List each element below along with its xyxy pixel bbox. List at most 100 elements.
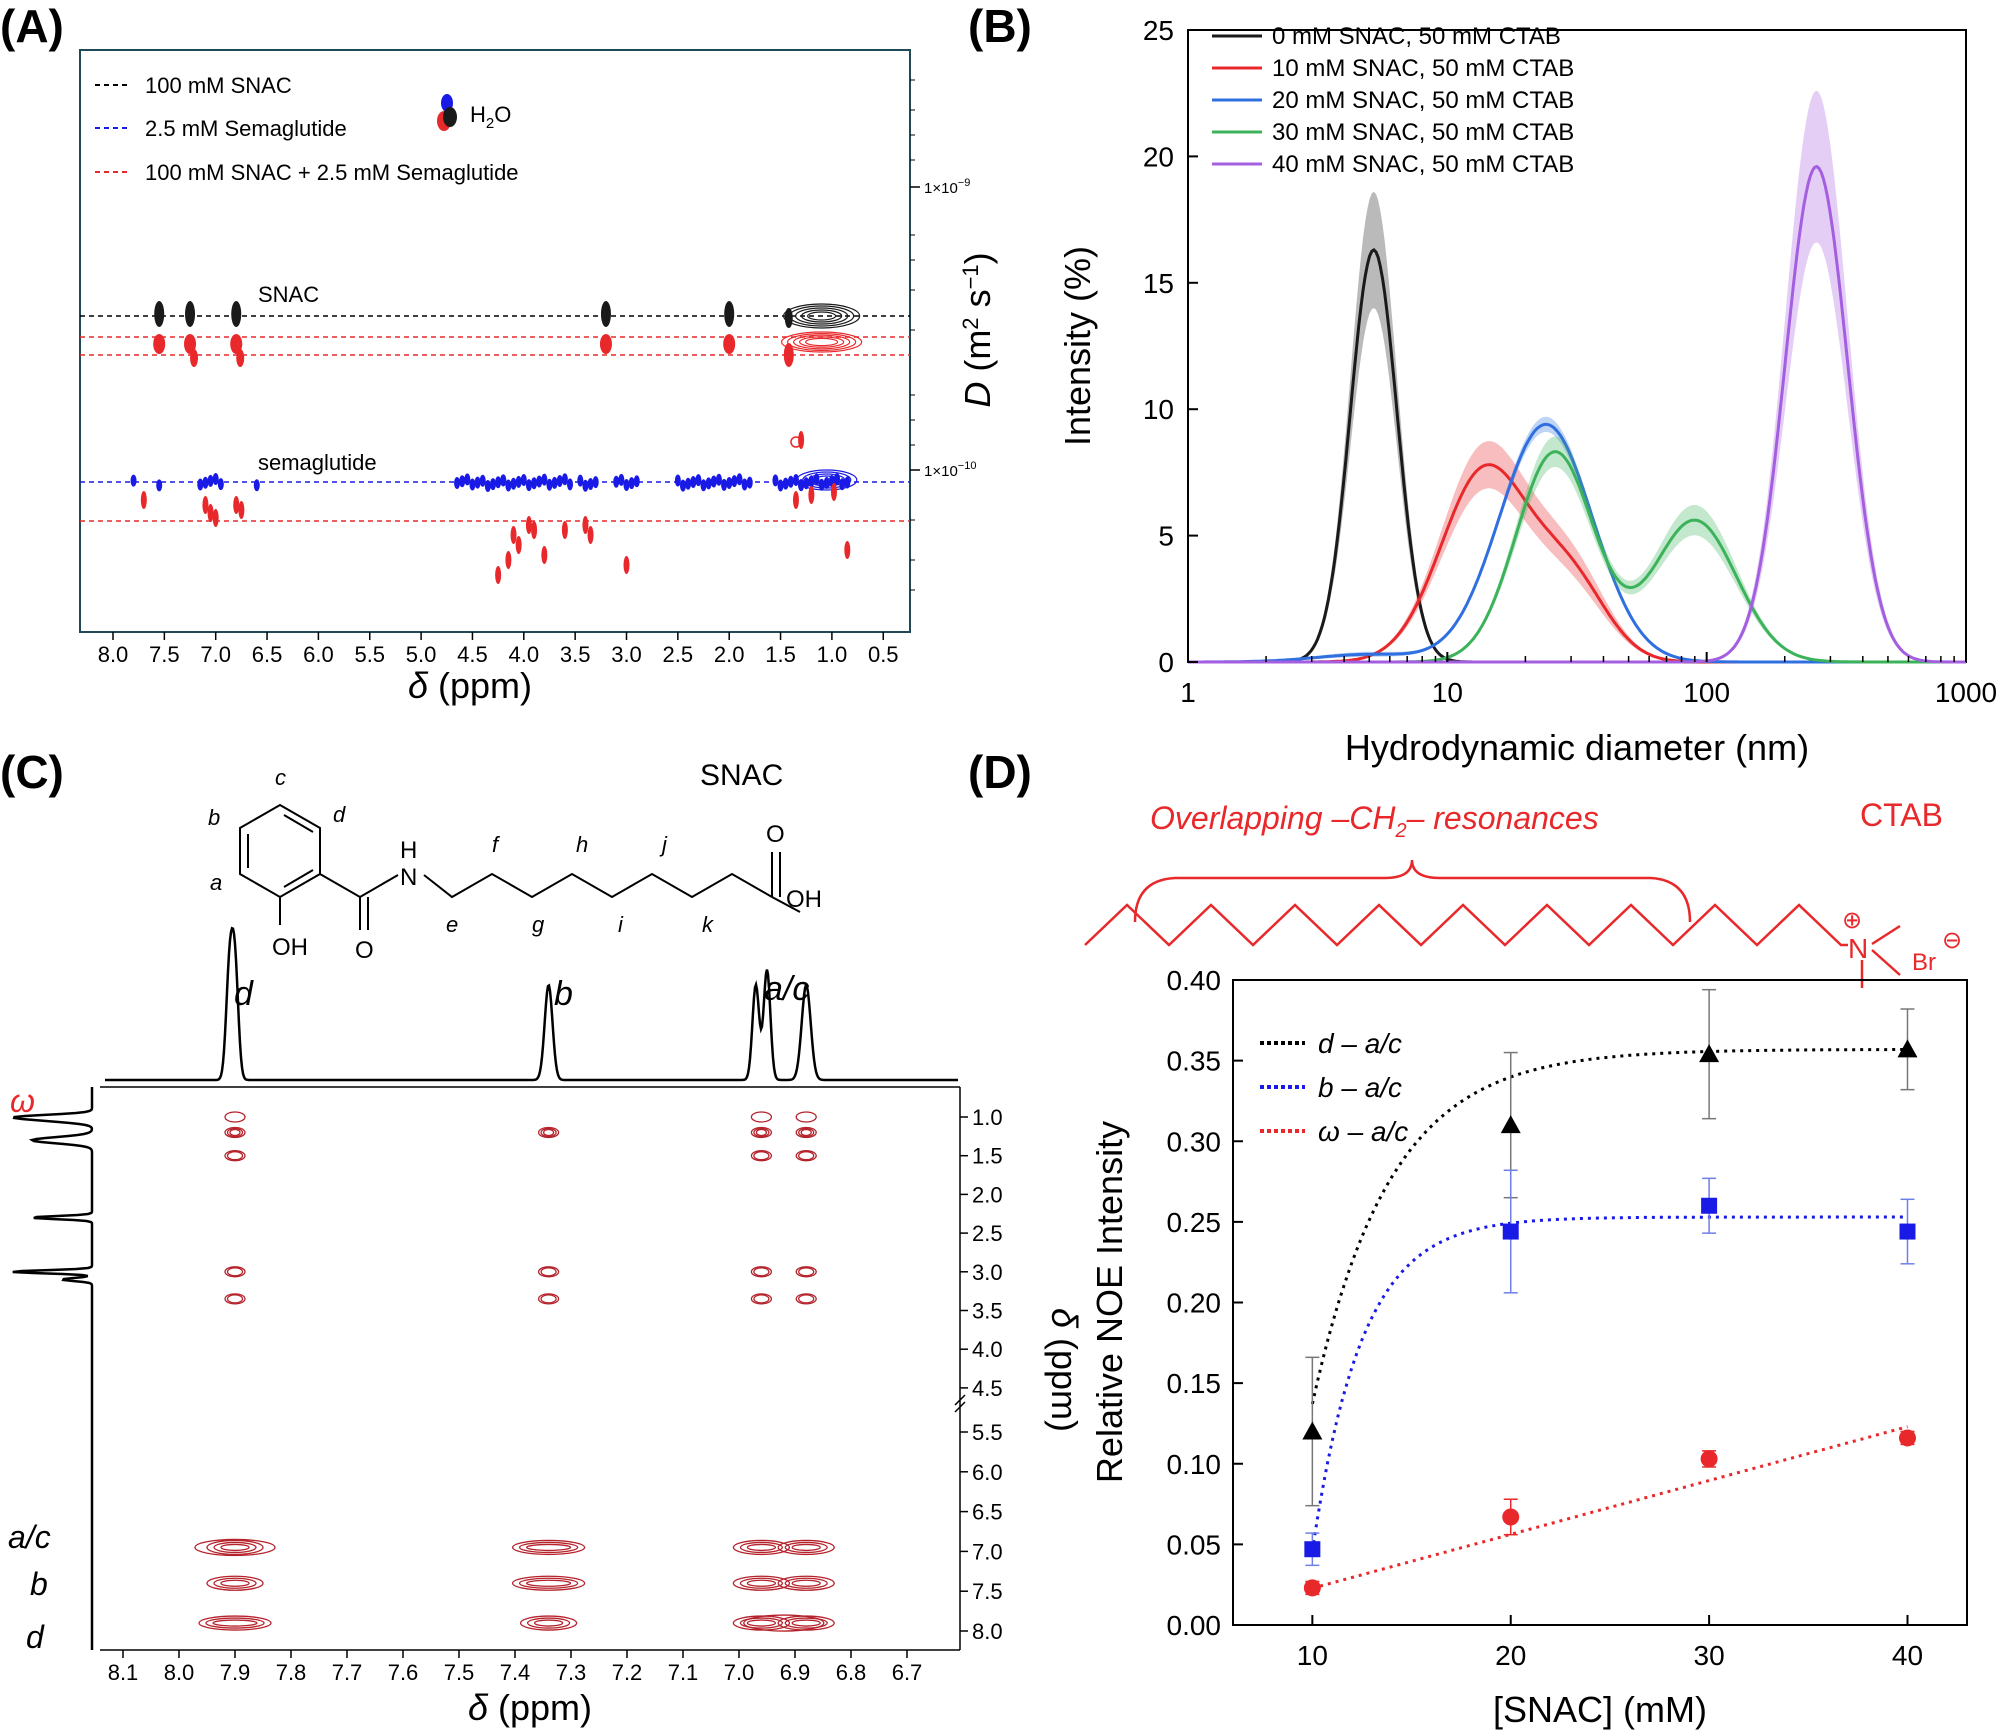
sema-peak	[541, 473, 548, 486]
atom-k: k	[702, 912, 714, 937]
snac-peak	[154, 301, 165, 327]
panel-d-xlabel: [SNAC] (mM)	[1493, 1689, 1707, 1730]
mix-scatter-peak	[792, 491, 799, 509]
noe-cross-peak	[798, 1151, 815, 1161]
c-xtick-label: 7.1	[668, 1660, 699, 1685]
b-ytick-label: 15	[1143, 268, 1174, 299]
panel-b-legend: 0 mM SNAC, 50 mM CTAB 10 mM SNAC, 50 mM C…	[1212, 23, 1574, 178]
noe-cross-peak	[224, 1293, 246, 1305]
snac-structure	[239, 803, 801, 930]
sema-peak	[561, 473, 568, 486]
noe-cross-peak	[750, 1150, 773, 1162]
left-label-b: b	[30, 1566, 48, 1602]
d-xtick-label: 10	[1297, 1640, 1328, 1671]
noe-cross-peak	[213, 1541, 257, 1554]
left-label-d: d	[26, 1619, 45, 1655]
mix-scatter-peak	[830, 483, 837, 501]
d-ytick-label: 0.35	[1167, 1046, 1222, 1077]
dls-band-2	[1188, 416, 1966, 662]
sema-peak	[818, 478, 825, 491]
d-ytick-label: 0.15	[1167, 1368, 1222, 1399]
noe-point-circle	[1303, 1579, 1321, 1597]
noe-cross-peak	[540, 1294, 557, 1304]
d-ytick-label: 0.30	[1167, 1126, 1222, 1157]
mix-scatter-peak	[505, 551, 512, 569]
sema-peak	[495, 476, 502, 489]
mix-peak	[599, 334, 612, 354]
a-xtick-label: 3.5	[560, 642, 591, 667]
dls-line-0	[1188, 247, 1966, 664]
panel-d-axes: 10 20 30 40 0.00 0.05 0.10 0.15 0.20 0.25 0.30 0.35…	[1167, 965, 1924, 1671]
b-xtick-label: 1	[1180, 677, 1196, 708]
panel-b-axes: 1 10 100 1000 0 5 10 15 20 25	[1143, 15, 1997, 708]
noe-cross-peak	[198, 1615, 272, 1631]
noe-cross-peak	[753, 1267, 770, 1277]
noe-cross-peak	[798, 1294, 815, 1304]
ctab-plus: ⊕	[1842, 907, 1862, 934]
noe-cross-peak	[224, 1111, 246, 1123]
sema-peak	[792, 473, 799, 486]
mix-peak-tail	[236, 349, 245, 367]
mix-scatter-peak	[515, 536, 522, 554]
ctab-structure	[1084, 859, 1901, 988]
b-legend-label-0: 0 mM SNAC, 50 mM CTAB	[1272, 23, 1561, 50]
noe-cross-peak	[753, 1127, 770, 1138]
c-ytick-label: 2.0	[972, 1182, 1003, 1207]
b-legend-label-4: 40 mM SNAC, 50 mM CTAB	[1272, 151, 1574, 178]
ring-oh: OH	[272, 934, 308, 961]
snac-molecule-name: SNAC	[700, 759, 783, 792]
d-ytick-label: 0.05	[1167, 1529, 1222, 1560]
c-xtick-label: 6.9	[780, 1660, 811, 1685]
noe-cross-peak	[540, 1127, 557, 1138]
noe-cross-peak	[798, 1267, 815, 1277]
sema-peak	[587, 477, 594, 490]
mix-peak	[153, 334, 166, 354]
panel-c-plot: 8.1 8.0 7.9 7.8 7.7 7.6 7.5 7.4 7.3 7.2 7.1 7.0 6.9 6…	[100, 1086, 1085, 1728]
c-xtick-label: 7.6	[388, 1660, 419, 1685]
noe-cross-peak	[540, 1267, 557, 1277]
noe-fit-2	[1312, 1425, 1908, 1590]
mix-scatter-peak	[587, 526, 594, 544]
sema-peak	[546, 478, 553, 491]
sema-peak	[510, 477, 517, 490]
c-xtick-label: 6.7	[892, 1660, 923, 1685]
c-xtick-label: 7.0	[724, 1660, 755, 1685]
noe-point-triangle	[1897, 1039, 1918, 1058]
c-ytick-label: 2.5	[972, 1221, 1003, 1246]
d-ytick-label: 0.40	[1167, 965, 1222, 996]
peak-label-b: b	[554, 975, 573, 1013]
noe-point-square	[1701, 1197, 1718, 1214]
c-xtick-label: 7.9	[220, 1660, 251, 1685]
dls-line-2	[1188, 422, 1966, 664]
noe-cross-peak	[226, 1267, 244, 1277]
overlap-label: Overlapping –CH2– resonances	[1150, 800, 1599, 842]
noe-cross-peak	[750, 1111, 773, 1123]
noe-cross-peak	[206, 1539, 264, 1556]
ctab-chain	[1084, 903, 1848, 947]
b-legend-label-3: 30 mM SNAC, 50 mM CTAB	[1272, 119, 1574, 146]
mix-aliphatic-contour	[805, 337, 839, 347]
c-ytick-label: 3.0	[972, 1260, 1003, 1285]
a-xtick-label: 4.0	[509, 642, 540, 667]
sema-peak	[551, 476, 558, 489]
mix-scatter-peak	[202, 496, 209, 514]
legend-a-mix: 100 mM SNAC + 2.5 mM Semaglutide	[145, 160, 519, 185]
noe-cross-peak	[511, 1539, 586, 1556]
sema-peak	[577, 474, 584, 487]
panel-b-ylabel: Intensity (%)	[1057, 246, 1098, 446]
sema-peak	[772, 474, 779, 487]
c-xtick-label: 8.0	[164, 1660, 195, 1685]
atom-h: h	[576, 832, 588, 857]
sema-peak	[479, 474, 486, 487]
b-legend-label-1: 10 mM SNAC, 50 mM CTAB	[1272, 55, 1574, 82]
sema-peak	[705, 477, 712, 490]
noe-point-square	[1899, 1223, 1916, 1240]
a-xtick-label: 3.0	[611, 642, 642, 667]
ctab-minus: ⊖	[1942, 927, 1962, 954]
noe-cross-peak	[537, 1126, 560, 1139]
c-xtick-label: 7.8	[276, 1660, 307, 1685]
snac-peak	[231, 301, 242, 327]
mix-scatter-peak	[844, 541, 851, 559]
mix-scatter-peak	[212, 509, 219, 527]
